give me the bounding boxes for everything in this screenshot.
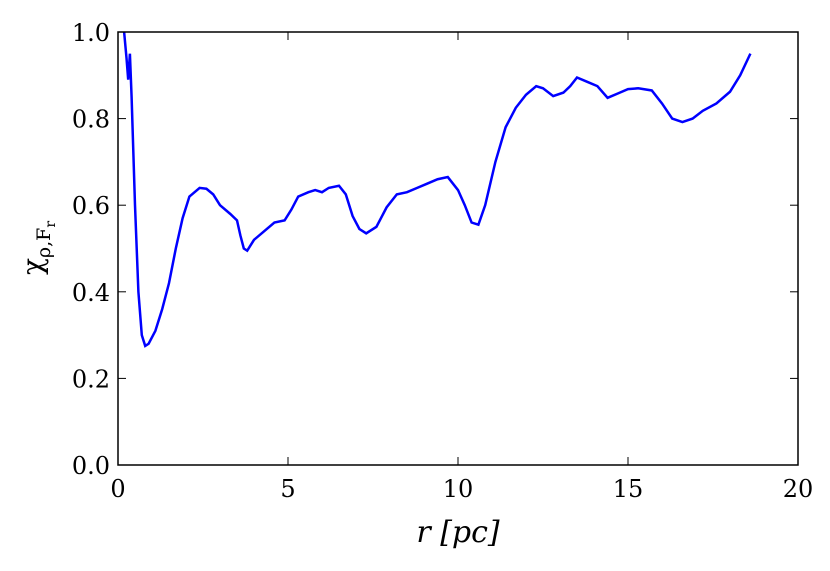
x-axis-label: r [pc] bbox=[416, 515, 500, 550]
y-tick-label: 0.6 bbox=[72, 192, 110, 220]
x-tick-label: 20 bbox=[783, 475, 814, 503]
y-tick-label: 0.8 bbox=[72, 106, 110, 134]
x-tick-label: 15 bbox=[613, 475, 644, 503]
plot-frame bbox=[117, 31, 799, 466]
y-axis-label: χρ,Fr bbox=[16, 221, 59, 275]
y-tick-label: 0.4 bbox=[72, 279, 110, 307]
y-tick-label: 1.0 bbox=[72, 19, 110, 47]
x-tick-label: 10 bbox=[443, 475, 474, 503]
x-tick-label: 0 bbox=[110, 475, 125, 503]
y-label-sub: ρ,F bbox=[33, 228, 55, 258]
x-tick-label: 5 bbox=[280, 475, 295, 503]
data-line bbox=[122, 32, 752, 348]
y-label-subsub: r bbox=[43, 221, 59, 228]
y-label-base: χ bbox=[16, 258, 49, 275]
y-tick-label: 0.2 bbox=[72, 365, 110, 393]
y-tick-label: 0.0 bbox=[72, 452, 110, 480]
